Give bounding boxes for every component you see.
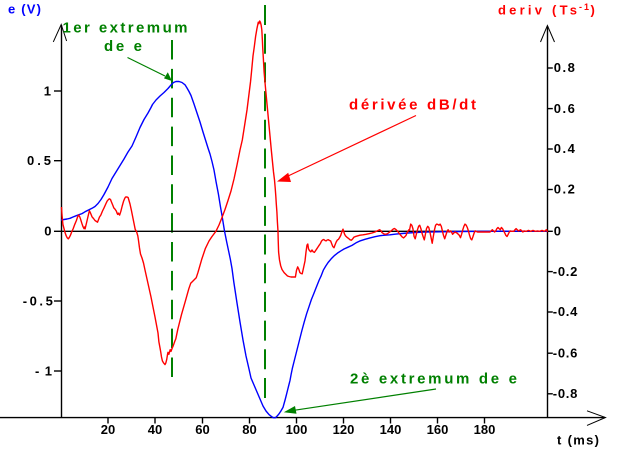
svg-text:-1: -1 [35, 364, 52, 379]
svg-text:80: 80 [242, 422, 256, 437]
svg-text:0: 0 [554, 224, 561, 239]
svg-text:t (ms): t (ms) [557, 433, 599, 448]
svg-text:160: 160 [427, 422, 449, 437]
svg-text:-0.5: -0.5 [23, 294, 53, 309]
svg-text:100: 100 [286, 422, 308, 437]
svg-text:e (V): e (V) [8, 2, 41, 17]
svg-text:-0.4: -0.4 [553, 304, 578, 319]
svg-text:deriv (Ts: deriv (Ts [498, 3, 577, 18]
svg-text:1: 1 [44, 84, 51, 99]
svg-text:-0.2: -0.2 [553, 264, 578, 279]
svg-text:0.2: 0.2 [554, 182, 575, 197]
svg-text:40: 40 [148, 422, 162, 437]
svg-text:0.6: 0.6 [554, 101, 575, 116]
svg-text:0.8: 0.8 [554, 60, 575, 75]
svg-text:-1: -1 [579, 2, 589, 12]
svg-text:140: 140 [380, 422, 402, 437]
svg-text:120: 120 [333, 422, 355, 437]
svg-text:60: 60 [195, 422, 209, 437]
svg-text:-0.6: -0.6 [553, 345, 578, 360]
svg-text:2è extremum de e: 2è extremum de e [350, 371, 517, 388]
svg-text:de e: de e [104, 38, 142, 55]
svg-text:): ) [591, 3, 595, 18]
svg-text:180: 180 [474, 422, 496, 437]
svg-text:dérivée dB/dt: dérivée dB/dt [349, 97, 476, 114]
svg-text:0.5: 0.5 [27, 153, 51, 168]
svg-text:1er extremum: 1er extremum [63, 20, 188, 37]
svg-text:0.4: 0.4 [554, 141, 576, 156]
svg-text:-0.8: -0.8 [553, 386, 578, 401]
svg-text:0: 0 [44, 224, 51, 239]
svg-text:20: 20 [101, 422, 115, 437]
